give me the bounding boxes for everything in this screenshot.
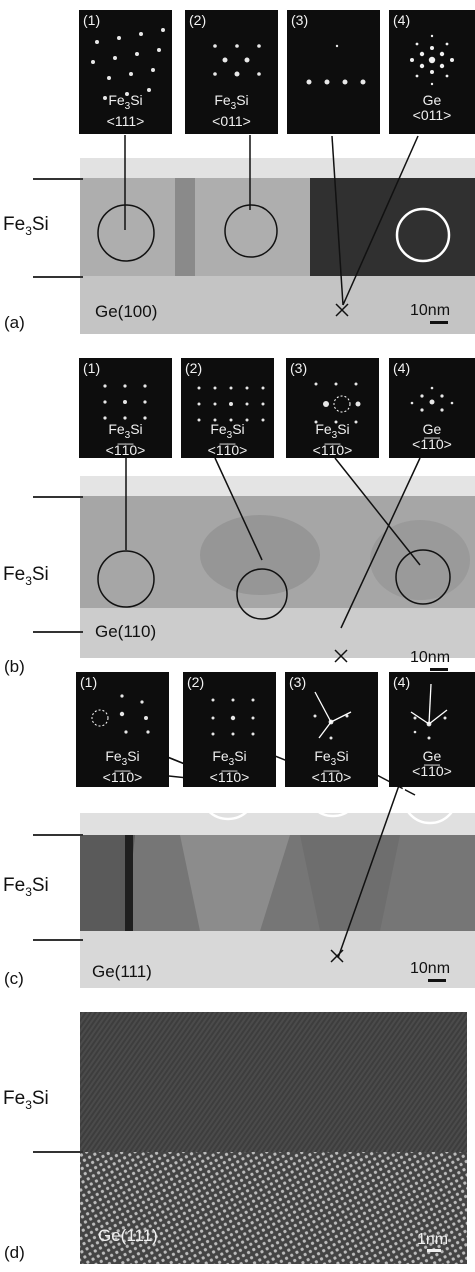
inset-number: (1) — [83, 12, 101, 28]
inset-caption: Ge <1̅1̅0> — [412, 421, 452, 452]
panel-c-tag: (c) — [4, 969, 24, 988]
inset-caption: Fe3Si <1̅1̅0> — [312, 421, 353, 458]
panel-c-diffraction-3: (3) Fe3Si <1̅1̅0> — [285, 672, 378, 787]
inset-number: (4) — [393, 12, 411, 28]
panel-c-film-label: Fe3Si — [3, 875, 49, 899]
inset-number: (2) — [185, 360, 203, 376]
panel-c-diffraction-2: (2) Fe3Si <1̅1̅0> — [183, 672, 276, 787]
inset-caption: Ge <011> — [412, 92, 452, 123]
inset-number: (1) — [80, 674, 98, 690]
inset-caption: Ge <1̅1̅0> — [412, 748, 452, 779]
inset-number: (4) — [393, 674, 411, 690]
inset-caption: Fe3Si <111> — [106, 92, 145, 129]
panel-c-diffraction-4: (4) Ge <1̅1̅0> — [389, 672, 475, 787]
panel-c-tem-image — [80, 813, 475, 988]
inset-caption: Fe3Si <1̅1̅0> — [207, 421, 248, 458]
panel-b-diffraction-3: (3) Fe3Si <1̅1̅0> — [286, 358, 379, 458]
panel-a-diffraction-3: (3) — [287, 10, 380, 134]
panel-c-substrate-label: Ge(111) — [92, 962, 152, 981]
panel-a-diffraction-1: (1) Fe3Si <111> — [79, 10, 172, 134]
panel-a-top-interface-line — [33, 178, 83, 180]
panel-b-diffraction-4: (4) Ge <1̅1̅0> — [389, 358, 475, 458]
panel-a-diffraction-4: (4) Ge <011> — [389, 10, 475, 134]
diffraction-pattern — [103, 384, 147, 420]
diffraction-pattern — [91, 28, 165, 100]
diffraction-pattern — [410, 386, 454, 412]
panel-d-scale-label: 1nm — [417, 1231, 449, 1248]
diffraction-pattern — [213, 44, 261, 77]
diffraction-pattern — [410, 34, 454, 86]
diffraction-pattern — [306, 44, 366, 85]
panel-d-scale-bar — [427, 1249, 441, 1252]
panel-b-film-label: Fe3Si — [3, 564, 49, 588]
panel-a-scale-label: 10nm — [410, 302, 451, 319]
diffraction-pattern — [410, 683, 448, 740]
diffraction-pattern — [197, 386, 265, 422]
panel-a-diffraction-2: (2) Fe3Si <011> — [185, 10, 278, 134]
panel-d-film-label: Fe3Si — [3, 1088, 49, 1112]
panel-b-top-interface-line — [33, 496, 83, 498]
diffraction-pattern — [91, 694, 150, 734]
panel-b-scale-label: 10nm — [410, 649, 451, 666]
panel-b-annotations — [97, 457, 451, 663]
panel-b-substrate-label: Ge(110) — [95, 622, 157, 641]
panel-a-bottom-interface-line — [33, 276, 83, 278]
inset-number: (3) — [291, 12, 309, 28]
inset-caption: Fe3Si <1̅1̅0> — [311, 748, 352, 785]
panel-d-interface-line — [33, 1151, 83, 1153]
panel-c-scale-label: 10nm — [410, 960, 451, 977]
panel-c-scale-bar — [428, 979, 446, 982]
inset-number: (4) — [393, 360, 411, 376]
panel-c-top-interface-line — [33, 834, 83, 836]
panel-a-film-label: Fe3Si — [3, 214, 49, 238]
panel-a-substrate-label: Ge(100) — [95, 302, 158, 321]
inset-caption: Fe3Si <011> — [212, 92, 251, 129]
panel-c-diffraction-1: (1) Fe3Si <1̅1̅0> — [76, 672, 169, 787]
diffraction-pattern — [313, 691, 352, 740]
panel-a-tag: (a) — [4, 313, 25, 332]
inset-number: (3) — [289, 674, 307, 690]
panel-a-scale-bar — [430, 321, 448, 324]
panel-d-tag: (d) — [4, 1243, 25, 1262]
panel-b-tag: (b) — [4, 657, 25, 676]
inset-number: (2) — [189, 12, 207, 28]
panel-c-bottom-interface-line — [33, 939, 83, 941]
panel-d-substrate-label: Ge(111) — [98, 1226, 158, 1245]
inset-number: (1) — [83, 360, 101, 376]
panel-a-annotations — [97, 135, 451, 317]
diffraction-pattern — [314, 382, 361, 424]
panel-b-diffraction-2: (2) Fe3Si <1̅1̅0> — [181, 358, 274, 458]
inset-caption: Fe3Si <1̅1̅0> — [105, 421, 146, 458]
inset-caption: Fe3Si <1̅1̅0> — [209, 748, 250, 785]
inset-number: (2) — [187, 674, 205, 690]
inset-caption: Fe3Si <1̅1̅0> — [102, 748, 143, 785]
panel-b-scale-bar — [430, 668, 448, 671]
panel-b-bottom-interface-line — [33, 631, 83, 633]
inset-number: (3) — [290, 360, 308, 376]
panel-d-hrtem-image — [80, 1012, 467, 1264]
diffraction-pattern — [211, 698, 255, 736]
panel-b-diffraction-1: (1) Fe3Si <1̅1̅0> — [79, 358, 172, 458]
